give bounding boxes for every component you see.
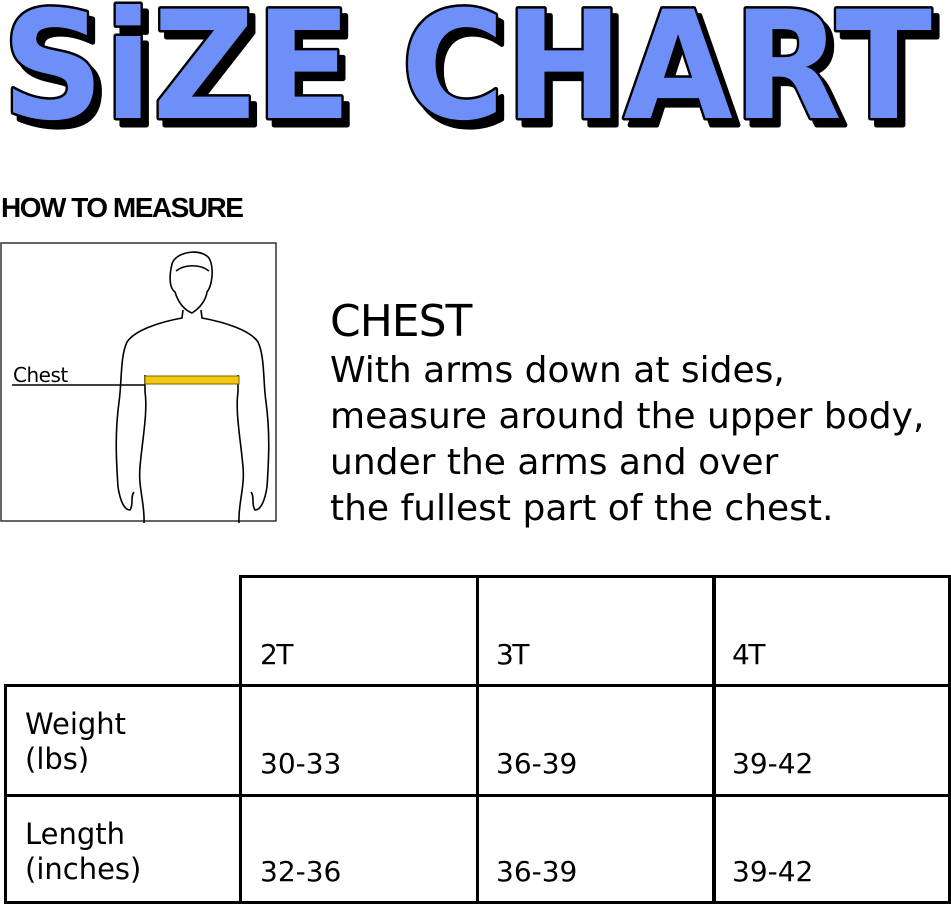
title-text: SiZE CHART <box>2 0 932 150</box>
header-cell-3t: 3T <box>476 575 716 687</box>
size-chart-title: SiZE CHART <box>0 0 935 150</box>
row-label-line: Weight <box>25 707 127 741</box>
chest-heading: CHEST <box>330 296 472 347</box>
chest-line: With arms down at sides, <box>330 350 785 391</box>
table-cell: 32-36 <box>239 794 479 904</box>
row-label-line: (inches) <box>25 852 142 886</box>
chest-label: Chest <box>13 363 68 387</box>
chest-line: under the arms and over <box>330 442 779 483</box>
header-cell-4t: 4T <box>712 575 951 687</box>
header-cell-2t: 2T <box>239 575 479 687</box>
table-cell: 36-39 <box>476 794 716 904</box>
table-cell: 30-33 <box>239 684 479 797</box>
table-cell: 36-39 <box>476 684 716 797</box>
column-header: 3T <box>496 638 529 671</box>
cell-value: 36-39 <box>496 855 578 888</box>
row-label-weight: Weight (lbs) <box>4 684 242 797</box>
row-label-line: Length <box>25 817 126 851</box>
cell-value: 30-33 <box>260 747 342 780</box>
table-cell: 39-42 <box>712 684 951 797</box>
table-cell: 39-42 <box>712 794 951 904</box>
row-label-length: Length (inches) <box>4 794 242 904</box>
body-outline-icon <box>115 251 270 523</box>
measuring-tape-icon <box>144 375 240 385</box>
cell-value: 39-42 <box>732 855 814 888</box>
chest-description: With arms down at sides, measure around … <box>330 348 924 532</box>
cell-value: 32-36 <box>260 855 342 888</box>
column-header: 2T <box>260 638 293 671</box>
how-to-measure-heading: HOW TO MEASURE <box>1 192 244 223</box>
measure-figure: Chest <box>0 242 277 523</box>
cell-value: 39-42 <box>732 747 814 780</box>
column-header: 4T <box>732 638 765 671</box>
cell-value: 36-39 <box>496 747 578 780</box>
row-label-line: (lbs) <box>25 742 90 776</box>
chest-line: measure around the upper body, <box>330 396 925 437</box>
chest-line: the fullest part of the chest. <box>330 488 834 529</box>
